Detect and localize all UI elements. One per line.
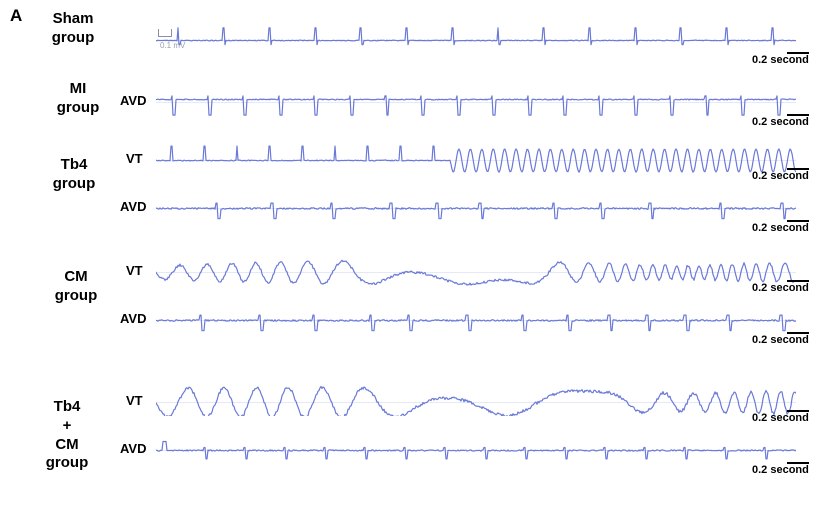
panel-letter: A bbox=[10, 6, 22, 26]
group-label: Tb4group bbox=[44, 156, 104, 194]
time-scale: 0.2 second bbox=[752, 280, 809, 294]
ecg-trace bbox=[156, 86, 796, 116]
trace-type-label: AVD bbox=[120, 441, 146, 456]
time-scale: 0.2 second bbox=[752, 168, 809, 182]
trace-type-label: AVD bbox=[120, 199, 146, 214]
trace-type-label: VT bbox=[126, 151, 143, 166]
ecg-trace bbox=[156, 192, 796, 222]
time-scale: 0.2 second bbox=[752, 410, 809, 424]
time-scale: 0.2 second bbox=[752, 220, 809, 234]
trace-type-label: AVD bbox=[120, 311, 146, 326]
group-label: MIgroup bbox=[48, 80, 108, 118]
time-scale: 0.2 second bbox=[752, 462, 809, 476]
ecg-trace bbox=[156, 386, 796, 416]
trace-type-label: VT bbox=[126, 263, 143, 278]
ecg-trace bbox=[156, 304, 796, 334]
ecg-trace bbox=[156, 144, 796, 174]
time-scale: 0.2 second bbox=[752, 114, 809, 128]
time-scale: 0.2 second bbox=[752, 52, 809, 66]
group-label: CMgroup bbox=[46, 268, 106, 306]
trace-type-label: VT bbox=[126, 393, 143, 408]
time-scale: 0.2 second bbox=[752, 332, 809, 346]
ecg-trace bbox=[156, 256, 796, 286]
ecg-trace bbox=[156, 434, 796, 464]
trace-type-label: AVD bbox=[120, 93, 146, 108]
group-label: Tb4+CMgroup bbox=[22, 398, 112, 473]
group-label: Shamgroup bbox=[38, 10, 108, 48]
ecg-trace bbox=[156, 24, 796, 54]
